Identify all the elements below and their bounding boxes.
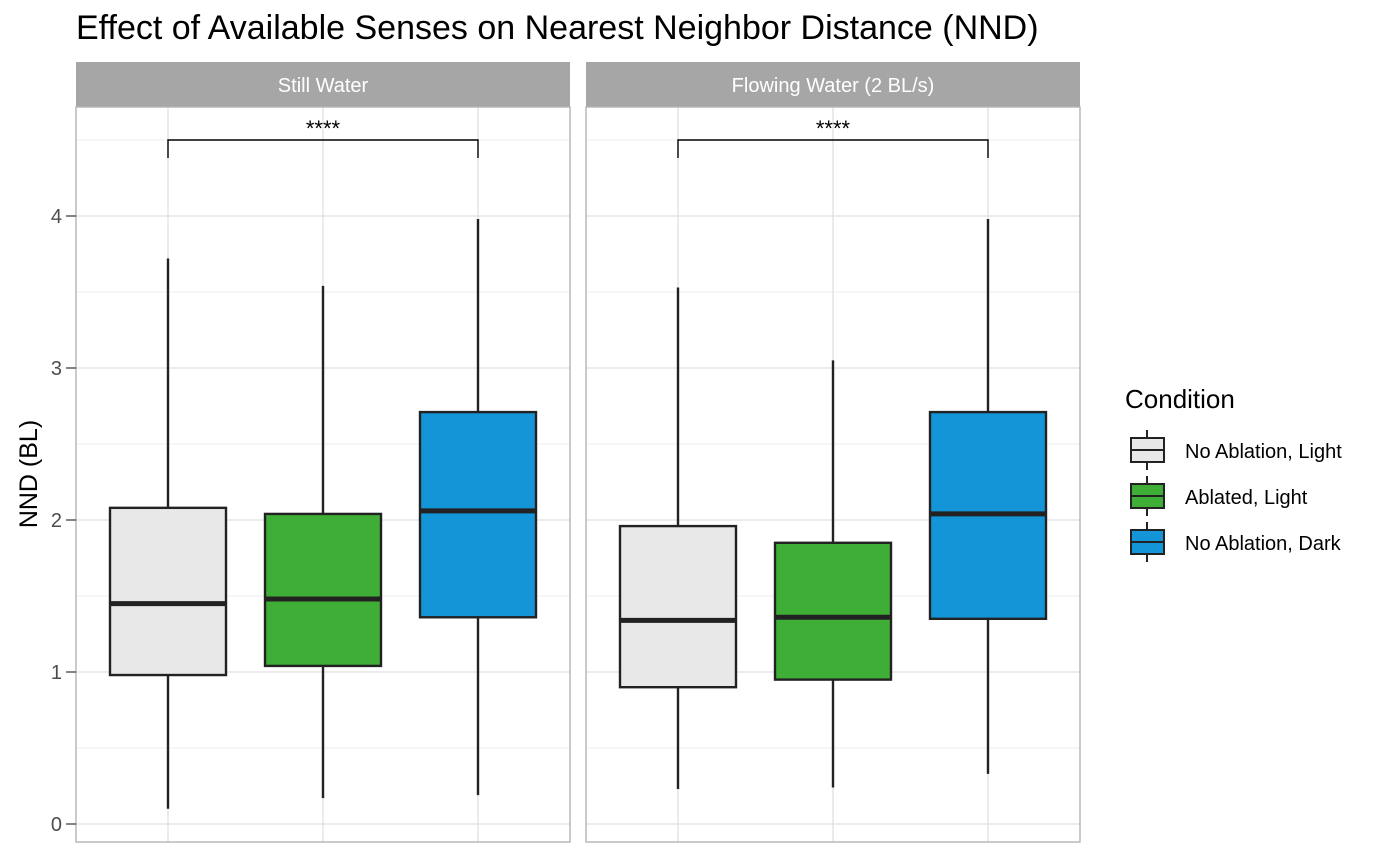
legend-label: Ablated, Light <box>1185 487 1308 509</box>
facet-strip-label: Flowing Water (2 BL/s) <box>732 75 935 97</box>
y-tick-label-4: 4 <box>51 206 62 228</box>
significance-label: **** <box>306 116 341 141</box>
box-iqr <box>418 410 538 619</box>
box-ablated-light <box>263 285 383 799</box>
legend-entry-2: Ablated, Light <box>1130 476 1308 516</box>
y-tick-label-0: 0 <box>51 814 62 836</box>
legend: Condition No Ablation, Light Ablated, Lig… <box>1125 384 1342 562</box>
box-no-ablation-dark <box>928 219 1048 774</box>
box-iqr <box>108 506 228 677</box>
legend-entry-1: No Ablation, Light <box>1130 430 1342 470</box>
box-iqr <box>263 512 383 668</box>
box-no-ablation-light <box>618 287 738 790</box>
box-iqr <box>773 541 893 681</box>
significance-bracket <box>677 139 989 158</box>
box-ablated-light <box>773 360 893 788</box>
legend-title: Condition <box>1125 384 1235 414</box>
y-tick-label-1: 1 <box>51 662 62 684</box>
legend-entry-3: No Ablation, Dark <box>1130 522 1342 562</box>
legend-label: No Ablation, Dark <box>1185 533 1342 555</box>
chart-title: Effect of Available Senses on Nearest Ne… <box>76 9 1039 47</box>
significance-label: **** <box>816 116 851 141</box>
box-no-ablation-dark <box>418 219 538 796</box>
box-iqr <box>618 524 738 689</box>
facet-panel-1: Still Water **** <box>75 62 571 843</box>
box-no-ablation-light <box>108 258 228 809</box>
facet-panels: Still Water **** Flowing Water (2 BL/s) ***… <box>75 62 1081 843</box>
y-tick-label-2: 2 <box>51 510 62 532</box>
legend-label: No Ablation, Light <box>1185 441 1342 463</box>
panel-border <box>585 106 1081 843</box>
significance-bracket <box>167 139 479 158</box>
y-axis-ticks: 0 1 2 3 4 <box>51 206 76 836</box>
facet-panel-2: Flowing Water (2 BL/s) **** <box>585 62 1081 843</box>
y-axis-title: NND (BL) <box>15 420 43 528</box>
y-tick-label-3: 3 <box>51 358 62 380</box>
facet-strip <box>586 62 1080 107</box>
facet-strip-label: Still Water <box>278 75 369 97</box>
panel-border <box>75 106 571 843</box>
facet-strip <box>76 62 570 107</box>
